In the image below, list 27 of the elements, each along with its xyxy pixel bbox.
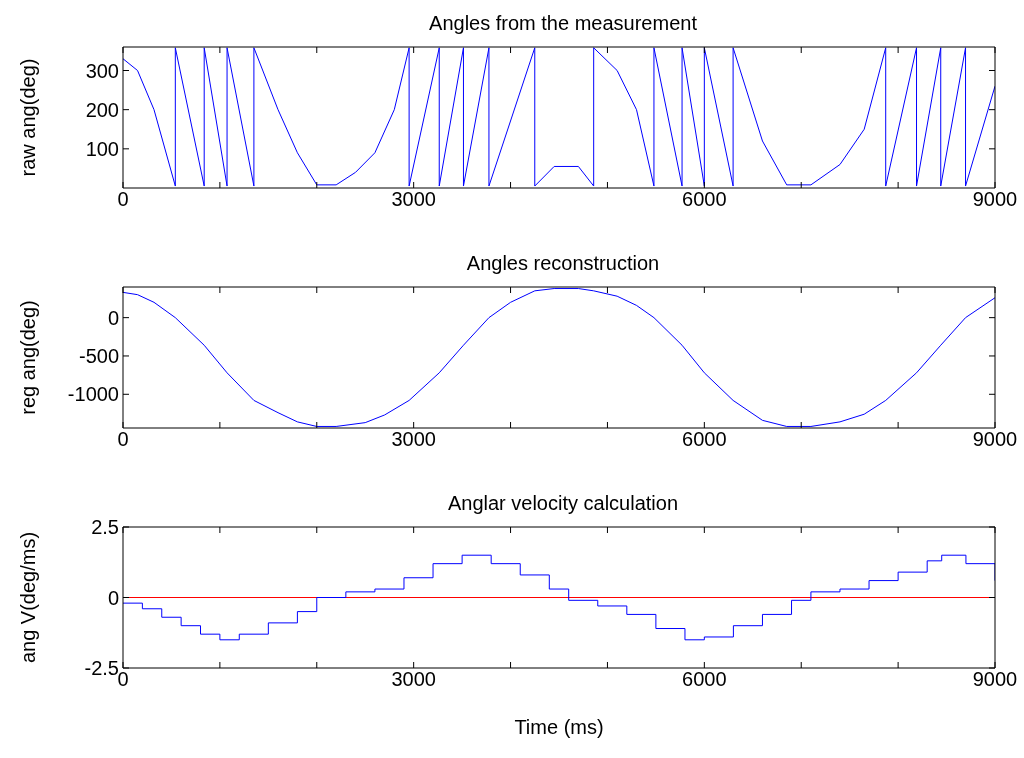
y-tick-label: 300 (85, 59, 119, 82)
y-tick-label: -500 (78, 345, 119, 368)
x-tick-label: 9000 (972, 668, 1018, 691)
line-series (123, 288, 995, 427)
y-tick-label: 100 (85, 137, 119, 160)
x-tick-label: 3000 (391, 188, 436, 211)
x-tick-label: 3000 (391, 668, 436, 691)
y-tick-label: 0 (107, 306, 119, 329)
y-axis-title: raw ang(deg) (17, 58, 40, 177)
x-tick-label: 6000 (682, 428, 727, 451)
x-tick-label: 6000 (682, 188, 727, 211)
x-tick-label: 9000 (972, 188, 1018, 211)
x-axis-title: Time (ms) (514, 716, 604, 738)
y-tick-label: 0 (107, 586, 119, 609)
y-tick-label: -2.5 (84, 657, 119, 680)
line-series (123, 47, 995, 187)
y-axis-title: ang V(deg/ms) (17, 531, 40, 664)
chart-title: Angles from the measurement (428, 11, 698, 36)
y-tick-label: 2.5 (91, 516, 119, 539)
y-axis-title: reg ang(deg) (17, 300, 40, 415)
chart-title: Angles reconstruction (465, 251, 661, 276)
y-tick-label: -1000 (67, 383, 119, 406)
x-tick-label: 3000 (391, 428, 436, 451)
chart-title: Anglar velocity calculation (446, 491, 680, 516)
x-tick-label: 6000 (682, 668, 727, 691)
x-tick-label: 9000 (972, 428, 1018, 451)
y-tick-label: 200 (85, 98, 119, 121)
